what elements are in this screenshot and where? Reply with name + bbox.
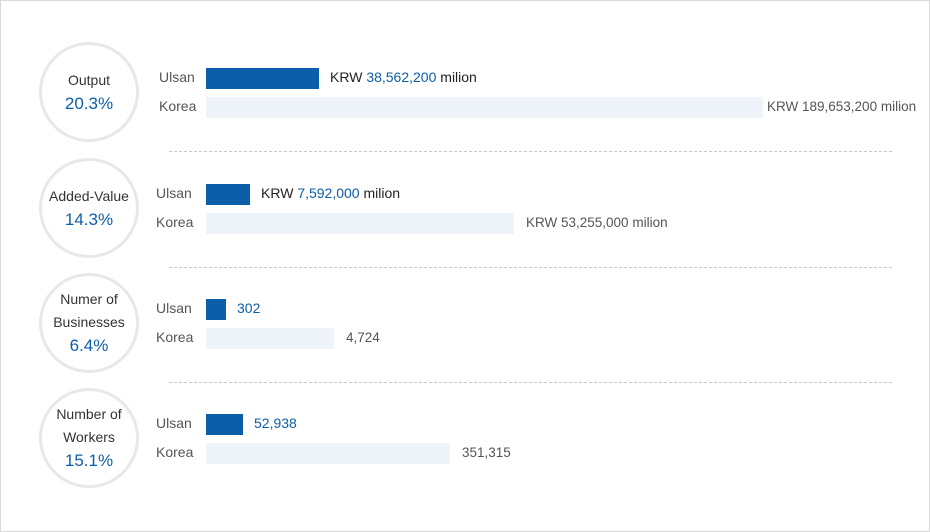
value-number: 302 (237, 300, 261, 316)
row-label-ulsan: Ulsan (156, 300, 192, 316)
group-divider (169, 151, 892, 152)
value-prefix: KRW (261, 185, 298, 201)
metric-label: Number of Workers (56, 406, 122, 445)
metric-circle: Numer of Businesses 6.4% (39, 273, 139, 373)
metric-label: Output (67, 71, 111, 88)
value-label-korea: 351,315 (462, 445, 511, 460)
row-label-korea: Korea (159, 98, 197, 114)
row-label-ulsan: Ulsan (156, 415, 192, 431)
value-suffix: milion (359, 185, 401, 201)
value-number: 52,938 (254, 415, 297, 431)
metric-group: Numer of Businesses 6.4% Ulsan Korea 302 4,72… (1, 256, 929, 373)
bar-korea (206, 328, 334, 349)
row-label-korea: Korea (156, 329, 194, 345)
metric-circle: Output 20.3% (39, 42, 139, 142)
bar-korea (206, 213, 514, 234)
row-label-ulsan: Ulsan (156, 185, 192, 201)
value-number: 7,592,000 (297, 185, 360, 201)
bar-korea (206, 97, 763, 118)
bar-ulsan (206, 68, 319, 89)
row-label-korea: Korea (156, 214, 194, 230)
bar-ulsan (206, 184, 250, 205)
metric-group: Output 20.3% Ulsan Korea KRW 38,562,200 mili… (1, 25, 929, 142)
metric-percent: 14.3% (64, 209, 114, 229)
value-prefix: KRW (330, 69, 367, 85)
group-divider (169, 267, 892, 268)
metric-percent: 15.1% (64, 451, 114, 470)
metric-percent: 20.3% (64, 93, 114, 113)
value-suffix: milion (436, 69, 477, 85)
value-label-korea: 4,724 (346, 330, 380, 345)
metric-label: Numer of Businesses (53, 291, 125, 330)
metric-circle: Number of Workers 15.1% (39, 388, 139, 488)
value-label-ulsan: 52,938 (254, 415, 297, 431)
row-label-ulsan: Ulsan (159, 69, 195, 85)
metric-percent: 6.4% (69, 336, 109, 355)
metric-group: Number of Workers 15.1% Ulsan Korea 52,938 35… (1, 371, 929, 488)
group-divider (169, 382, 892, 383)
row-label-korea: Korea (156, 444, 194, 460)
value-number: 38,562,200 (366, 69, 437, 85)
value-label-ulsan: KRW 7,592,000 milion (261, 185, 400, 201)
value-label-ulsan: KRW 38,562,200 milion (330, 69, 477, 85)
bar-korea (206, 443, 450, 464)
metric-label: Added-Value (49, 187, 129, 204)
bar-ulsan (206, 299, 226, 320)
value-label-korea: KRW 189,653,200 milion (767, 99, 917, 114)
metric-circle: Added-Value 14.3% (39, 158, 139, 258)
value-label-korea: KRW 53,255,000 milion (526, 215, 668, 230)
bar-ulsan (206, 414, 243, 435)
value-label-ulsan: 302 (237, 300, 260, 316)
metric-group: Added-Value 14.3% Ulsan Korea KRW 7,592,000 … (1, 141, 929, 258)
